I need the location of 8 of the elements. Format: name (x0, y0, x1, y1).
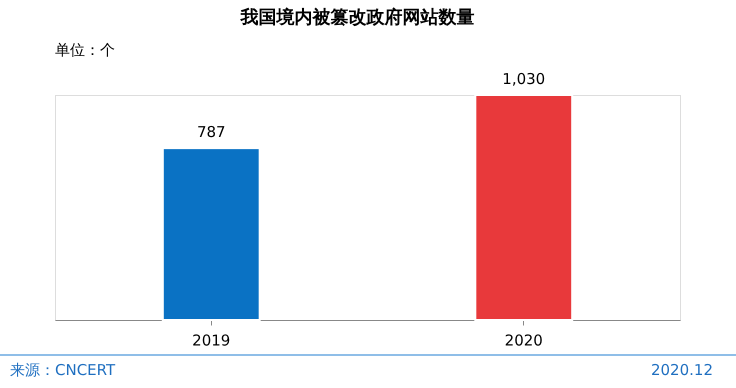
x-tick-label: 2019 (192, 332, 230, 350)
text: 2020.12 (650, 361, 713, 379)
chart-title: 我国境内被篡改政府网站数量 (240, 7, 474, 28)
text: 单位：个 (55, 41, 115, 59)
x-tick-label: 2020 (504, 332, 543, 350)
data-label: 1,030 (502, 70, 546, 88)
source-note: 来源：CNCERT (10, 361, 116, 379)
data-label: 787 (196, 123, 226, 142)
